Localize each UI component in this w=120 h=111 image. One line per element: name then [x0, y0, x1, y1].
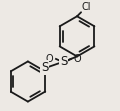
Text: S: S: [41, 61, 48, 74]
Text: O: O: [74, 54, 81, 64]
Text: O: O: [46, 54, 53, 64]
Text: S: S: [60, 55, 67, 68]
Text: Cl: Cl: [82, 2, 91, 12]
